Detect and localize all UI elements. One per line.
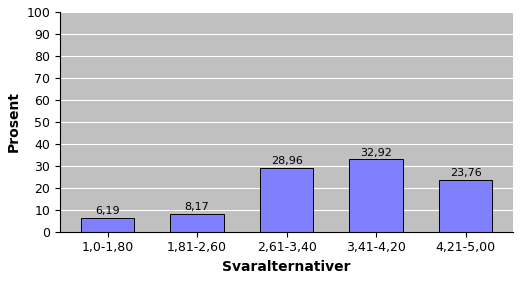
Bar — [81, 218, 134, 232]
Text: 6,19: 6,19 — [95, 207, 120, 216]
Text: 32,92: 32,92 — [360, 148, 392, 158]
Text: 8,17: 8,17 — [185, 202, 210, 212]
X-axis label: Svaralternativer: Svaralternativer — [223, 260, 351, 274]
Bar — [170, 214, 224, 232]
Y-axis label: Prosent: Prosent — [7, 91, 21, 152]
Bar — [259, 168, 314, 232]
Bar — [439, 180, 492, 232]
Text: 23,76: 23,76 — [450, 168, 482, 178]
Bar — [349, 159, 403, 232]
Text: 28,96: 28,96 — [270, 156, 303, 166]
